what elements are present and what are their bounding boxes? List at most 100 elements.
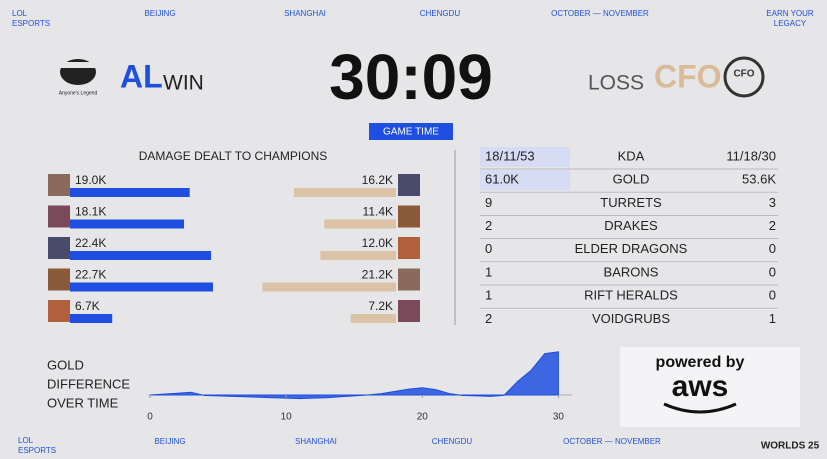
gold-chart: 0 10 20 30 [147, 351, 572, 423]
damage-bar [350, 314, 396, 323]
sponsor-smile [663, 402, 737, 414]
stat-red: 53.6K [742, 172, 776, 187]
damage-label: 21.2K [362, 268, 393, 282]
time-badge [369, 123, 453, 140]
x-tick-label: 20 [417, 412, 429, 423]
stat-name: VOIDGRUBS [592, 311, 670, 326]
logo-text: CFO [733, 69, 754, 80]
event-logo: WORLDS 25 [761, 441, 820, 452]
portrait [48, 300, 70, 322]
damage-label: 22.7K [75, 268, 106, 282]
damage-title: DAMAGE DEALT TO CHAMPIONS [139, 149, 327, 163]
damage-bar [324, 219, 396, 229]
stat-red: 3 [769, 195, 776, 210]
red-logo [723, 56, 765, 98]
damage-label: 7.2K [368, 299, 393, 313]
stat-red: 11/18/30 [726, 148, 776, 163]
portrait [398, 174, 420, 196]
portrait [398, 268, 420, 291]
damage-bars: 19.0K 18.1K 22.4K 22.7K 6.7K 16.2K 11.4K 12.0K 2… [48, 173, 420, 323]
gold-area [149, 351, 559, 400]
damage-bar [70, 282, 213, 292]
damage-label: 16.2K [362, 173, 393, 187]
logo-text: Anyone's Legend [59, 90, 98, 96]
result: WIN [163, 72, 204, 95]
portrait [398, 300, 420, 322]
team-tag: CFO [654, 58, 722, 94]
portrait [48, 268, 70, 291]
chart-label: OVER TIME [47, 395, 119, 410]
damage-label: 19.0K [75, 173, 106, 187]
blue-logo [60, 59, 96, 85]
city: SHANGHAI [295, 437, 337, 446]
damage-label: 18.1K [75, 205, 106, 219]
brand: LOL [12, 9, 28, 18]
sponsor-tagline: powered by [656, 354, 745, 371]
damage-bar [70, 314, 113, 323]
team-tag: AL [120, 58, 163, 94]
brand: LOL [18, 436, 34, 445]
stat-blue: 1 [485, 288, 492, 303]
damage-label: 22.4K [75, 236, 106, 250]
damage-label: 11.4K [363, 205, 393, 219]
portrait [398, 237, 420, 259]
city: CHENGDU [420, 9, 461, 18]
stat-blue: 1 [485, 264, 492, 279]
stat-red: 2 [769, 218, 776, 233]
damage-label: 12.0K [362, 236, 393, 250]
stat-name: BARONS [604, 264, 659, 279]
stat-name: ELDER DRAGONS [575, 241, 688, 256]
chart-label: DIFFERENCE [47, 376, 130, 391]
stat-red: 0 [769, 288, 776, 303]
dates: OCTOBER — NOVEMBER [563, 437, 661, 446]
damage-label: 6.7K [75, 299, 100, 313]
portrait [48, 205, 70, 228]
stat-name: RIFT HERALDS [584, 288, 678, 303]
city: BEIJING [154, 437, 185, 446]
stat-red: 0 [769, 264, 776, 279]
x-tick-label: 30 [553, 412, 565, 423]
stat-red: 1 [769, 311, 776, 326]
highlight [480, 147, 570, 167]
stat-blue: 2 [485, 311, 492, 326]
highlight [480, 170, 570, 191]
damage-bar [70, 251, 212, 260]
damage-bar [320, 251, 396, 260]
chart-label: GOLD [47, 357, 84, 372]
portrait [48, 237, 70, 259]
x-tick-label: 0 [147, 412, 153, 423]
stat-blue: 0 [485, 241, 492, 256]
portrait [48, 174, 70, 196]
brand: ESPORTS [18, 446, 56, 455]
damage-bar [70, 219, 185, 229]
stats-table: 18/11/53 KDA 11/18/30 61.0K GOLD 53.6K 9 TURRET… [480, 147, 778, 326]
game-time: 30:09 [329, 41, 493, 113]
stat-blue: 18/11/53 [485, 148, 535, 163]
damage-bar [293, 188, 396, 197]
result: LOSS [588, 72, 644, 95]
damage-bar [70, 188, 190, 197]
x-tick-label: 10 [281, 412, 293, 423]
sponsor-box [620, 347, 800, 427]
portrait [398, 205, 420, 228]
stat-red: 0 [769, 241, 776, 256]
stat-name: GOLD [613, 172, 650, 187]
brand: ESPORTS [12, 19, 50, 28]
stat-blue: 61.0K [485, 172, 519, 187]
damage-bar [262, 282, 396, 292]
stat-name: KDA [618, 148, 645, 163]
city: BEIJING [144, 9, 175, 18]
sponsor-brand: aws [672, 370, 729, 403]
city: CHENGDU [432, 437, 473, 446]
stat-blue: 9 [485, 195, 492, 210]
dates: OCTOBER — NOVEMBER [551, 9, 649, 18]
slogan: LEGACY [774, 19, 807, 28]
slogan: EARN YOUR [766, 9, 814, 18]
time-label: GAME TIME [383, 127, 439, 138]
stat-name: DRAKES [604, 218, 658, 233]
city: SHANGHAI [284, 9, 326, 18]
stat-name: TURRETS [600, 195, 662, 210]
stat-blue: 2 [485, 218, 492, 233]
